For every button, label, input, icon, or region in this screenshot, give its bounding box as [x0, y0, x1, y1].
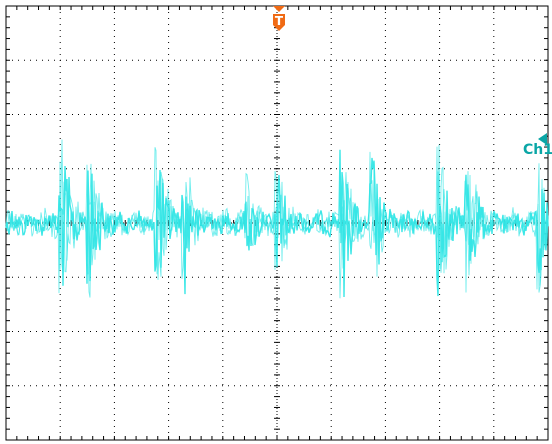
trigger-position-icon[interactable]: T — [273, 6, 285, 31]
channel-label: Ch1 — [523, 142, 552, 158]
channel-reference-icon[interactable]: Ch1 — [523, 133, 552, 158]
trigger-label: T — [275, 14, 284, 28]
waveform-trace — [5, 139, 549, 299]
waveform-path — [5, 139, 549, 299]
